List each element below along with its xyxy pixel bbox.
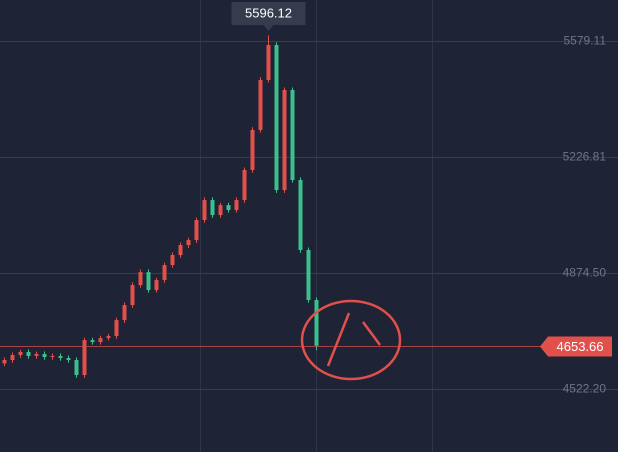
y-tick-label: 5226.81 xyxy=(563,150,607,164)
last-price-badge xyxy=(540,336,612,357)
candle-body xyxy=(138,272,143,286)
candle-body xyxy=(66,357,71,360)
candle-body xyxy=(314,300,319,346)
candle-body xyxy=(202,200,207,221)
high-badge xyxy=(231,2,306,31)
candle-body xyxy=(26,351,31,356)
candle-body xyxy=(154,280,159,291)
candle-body xyxy=(42,354,47,358)
candle-body xyxy=(114,320,119,337)
candle-body xyxy=(234,200,239,211)
last-price-label: 4653.66 xyxy=(557,339,604,354)
candle-body xyxy=(274,44,279,191)
candle-body xyxy=(226,205,231,211)
candle-body xyxy=(122,305,127,321)
candle-body xyxy=(178,245,183,256)
candle-body xyxy=(98,338,103,343)
y-tick-label: 4874.50 xyxy=(563,266,607,280)
candle-body xyxy=(106,336,111,339)
candle-body xyxy=(170,255,175,266)
y-tick-label: 5579.11 xyxy=(564,34,607,48)
candle-body xyxy=(210,200,215,216)
candle-body xyxy=(186,240,191,246)
candle-body xyxy=(306,249,311,301)
annotation xyxy=(300,299,402,381)
candle-body xyxy=(58,355,63,358)
candle-body xyxy=(162,265,167,281)
candle-body xyxy=(82,340,87,376)
vertical-grid xyxy=(200,0,433,452)
candle-body xyxy=(250,129,255,171)
candle-body xyxy=(50,355,55,358)
candle-body xyxy=(130,285,135,306)
candle-body xyxy=(34,354,39,356)
candle-body xyxy=(10,354,15,360)
candle-body xyxy=(290,89,295,180)
candle-body xyxy=(282,89,287,191)
candle-body xyxy=(258,80,263,130)
candle-body xyxy=(266,44,271,81)
annotation-stroke xyxy=(361,321,382,346)
candle-body xyxy=(242,170,247,201)
high-label: 5596.12 xyxy=(245,5,292,20)
annotation-circle xyxy=(300,299,402,381)
candle-body xyxy=(194,220,199,241)
candle-body xyxy=(90,340,95,343)
candle-body xyxy=(18,351,23,355)
annotation-stroke xyxy=(326,312,351,367)
y-tick-label: 4522.20 xyxy=(563,382,607,396)
candle-body xyxy=(2,359,7,364)
candle-body xyxy=(218,205,223,216)
candle-body xyxy=(74,359,79,376)
plot: 5579.11 5226.81 4874.50 4522.20 4653.66 5596.… xyxy=(0,2,618,396)
candle-body xyxy=(298,179,303,250)
candle-body xyxy=(146,272,151,291)
